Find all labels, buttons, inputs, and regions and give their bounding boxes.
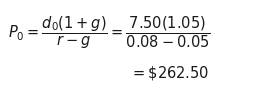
Text: $= \$262.50$: $= \$262.50$ [130,64,210,82]
Text: $P_0 = \dfrac{d_0(1+g)}{r-g} = \dfrac{7.50(1.05)}{0.08-0.05}$: $P_0 = \dfrac{d_0(1+g)}{r-g} = \dfrac{7.… [8,14,211,51]
